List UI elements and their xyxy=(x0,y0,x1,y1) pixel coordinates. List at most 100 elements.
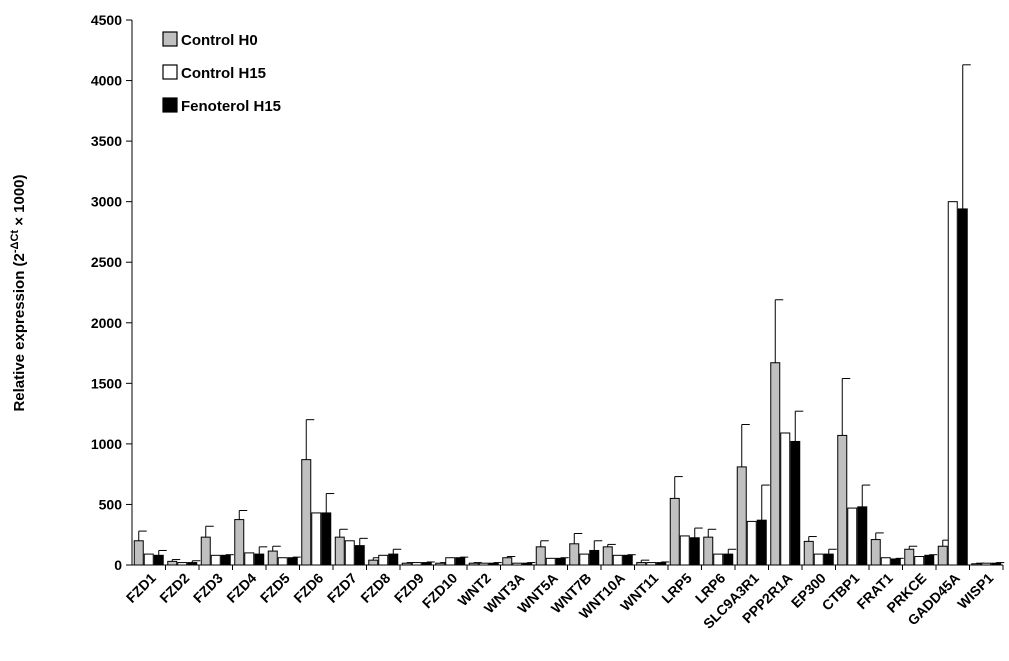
bar-control-h0 xyxy=(904,548,915,566)
legend: Control H0 Control H15 Fenoterol H15 xyxy=(162,31,281,115)
bar-control-h0 xyxy=(736,466,747,566)
bar-fenoterol-h15 xyxy=(790,440,801,566)
bar-control-h15 xyxy=(914,556,925,566)
bar-control-h0 xyxy=(669,497,680,566)
x-tick-label: LRP5 xyxy=(658,570,695,607)
bar-fenoterol-h15 xyxy=(589,549,600,566)
bar-control-h15 xyxy=(646,562,657,566)
x-tick-label: FZD2 xyxy=(156,570,192,606)
y-tick-label: 2500 xyxy=(91,254,122,270)
bar-control-h0 xyxy=(803,540,814,566)
bar-control-h15 xyxy=(445,557,456,566)
bar-fenoterol-h15 xyxy=(220,554,231,566)
y-tick-label: 4500 xyxy=(91,12,122,28)
bar-control-h15 xyxy=(880,557,891,566)
bar-control-h0 xyxy=(870,539,881,566)
y-tick-label: 3000 xyxy=(91,194,122,210)
y-tick-label: 500 xyxy=(99,496,123,512)
bar-control-h0 xyxy=(703,536,714,566)
bar-control-h0 xyxy=(569,543,580,566)
bar-fenoterol-h15 xyxy=(287,557,298,566)
bar-fenoterol-h15 xyxy=(254,553,265,566)
bar-control-h15 xyxy=(177,562,188,566)
bar-control-h15 xyxy=(244,552,255,566)
x-tick-label: WNT11 xyxy=(617,570,661,614)
bar-fenoterol-h15 xyxy=(957,208,968,566)
y-tick-label: 1500 xyxy=(91,375,122,391)
y-tick-label: 3500 xyxy=(91,133,122,149)
bar-control-h15 xyxy=(579,553,590,566)
bar-control-h15 xyxy=(311,512,322,566)
y-tick-label: 2000 xyxy=(91,315,122,331)
bar-fenoterol-h15 xyxy=(823,553,834,566)
bar-fenoterol-h15 xyxy=(991,562,1002,566)
bar-fenoterol-h15 xyxy=(723,553,734,566)
legend-swatch-control-h15 xyxy=(162,64,178,80)
bar-control-h0 xyxy=(937,545,948,566)
bar-control-h15 xyxy=(277,557,288,566)
bar-control-h0 xyxy=(200,536,211,566)
bar-control-h15 xyxy=(713,553,724,566)
bar-control-h0 xyxy=(435,562,446,566)
bar-control-h0 xyxy=(234,519,245,566)
x-tick-label: FZD3 xyxy=(190,570,226,606)
bar-fenoterol-h15 xyxy=(924,554,935,566)
bar-fenoterol-h15 xyxy=(354,545,365,566)
y-axis-ticks: 0 500 1000 1500 2000 2500 3000 3500 4000 4500 xyxy=(91,12,132,573)
bar-fenoterol-h15 xyxy=(689,537,700,566)
x-tick-label: FZD7 xyxy=(324,570,360,606)
legend-label: Control H15 xyxy=(181,65,266,82)
bar-control-h15 xyxy=(378,554,389,566)
bar-control-h15 xyxy=(947,201,958,566)
bar-control-h0 xyxy=(770,362,781,566)
bar-control-h0 xyxy=(401,562,412,566)
x-tick-label: CTBP1 xyxy=(819,570,863,614)
x-tick-label: FZD4 xyxy=(223,570,259,606)
bar-control-h0 xyxy=(837,434,848,566)
bar-control-h15 xyxy=(411,562,422,566)
x-axis-labels: FZD1FZD2FZD3FZD4FZD5FZD6FZD7FZD8FZD9FZD1… xyxy=(123,565,1004,632)
bar-control-h0 xyxy=(368,559,379,566)
bar-control-h0 xyxy=(971,563,982,566)
bar-control-h0 xyxy=(535,546,546,566)
bar-fenoterol-h15 xyxy=(153,554,164,566)
y-tick-label: 1000 xyxy=(91,436,122,452)
bar-control-h15 xyxy=(847,507,858,566)
bar-control-h15 xyxy=(210,554,221,566)
bar-fenoterol-h15 xyxy=(455,557,466,566)
bar-fenoterol-h15 xyxy=(522,562,533,566)
bar-control-h0 xyxy=(301,459,312,566)
x-tick-label: FZD6 xyxy=(290,570,326,606)
x-tick-label: FZD8 xyxy=(357,570,393,606)
bar-fenoterol-h15 xyxy=(187,562,198,566)
y-tick-label: 4000 xyxy=(91,73,122,89)
bar-fenoterol-h15 xyxy=(555,557,566,566)
legend-label: Control H0 xyxy=(181,32,258,49)
bar-control-h15 xyxy=(981,562,992,566)
x-tick-label: FZD5 xyxy=(257,570,293,606)
bars xyxy=(133,64,1005,566)
bar-control-h0 xyxy=(602,546,613,566)
bar-control-h15 xyxy=(813,553,824,566)
y-axis-title: Relative expression (2-ΔCt × 1000) xyxy=(9,174,28,411)
bar-control-h15 xyxy=(746,520,757,566)
bar-control-h0 xyxy=(468,562,479,566)
bar-control-h0 xyxy=(502,557,513,566)
y-tick-label: 0 xyxy=(114,557,122,573)
legend-swatch-fenoterol-h15 xyxy=(162,97,178,113)
bar-fenoterol-h15 xyxy=(321,512,332,566)
x-tick-label: FZD10 xyxy=(419,570,461,612)
legend-swatch-control-h0 xyxy=(162,31,178,47)
bar-control-h15 xyxy=(143,553,154,566)
legend-label: Fenoterol H15 xyxy=(181,98,281,115)
bar-fenoterol-h15 xyxy=(622,554,633,566)
bar-control-h15 xyxy=(478,562,489,566)
bar-control-h0 xyxy=(334,536,345,566)
x-tick-label: WISP1 xyxy=(954,570,996,612)
bar-control-h15 xyxy=(612,554,623,566)
bar-control-h0 xyxy=(267,550,278,566)
bar-control-h0 xyxy=(133,540,144,566)
bar-control-h15 xyxy=(512,562,523,566)
bar-fenoterol-h15 xyxy=(421,562,432,566)
